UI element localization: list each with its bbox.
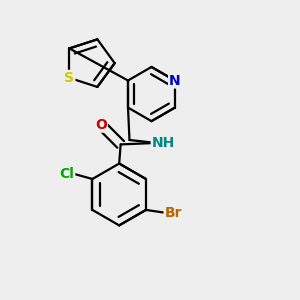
Text: N: N bbox=[169, 74, 181, 88]
Text: S: S bbox=[64, 71, 74, 85]
Text: Br: Br bbox=[165, 206, 182, 220]
Text: NH: NH bbox=[152, 136, 175, 150]
Text: Cl: Cl bbox=[59, 167, 74, 181]
Text: O: O bbox=[95, 118, 107, 132]
